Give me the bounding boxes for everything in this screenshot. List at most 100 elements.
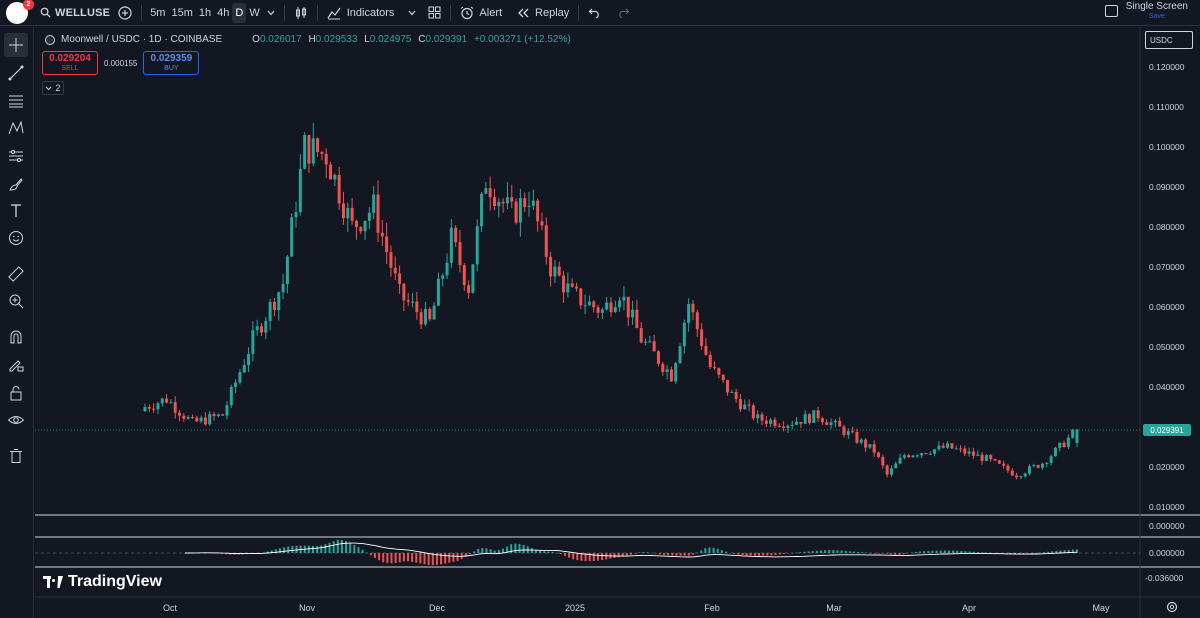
candle-body[interactable] (393, 267, 397, 274)
candle-body[interactable] (764, 420, 768, 424)
candle-body[interactable] (419, 312, 423, 325)
candle-body[interactable] (294, 212, 298, 218)
candle-body[interactable] (790, 424, 794, 426)
candle-body[interactable] (756, 414, 760, 419)
candle-body[interactable] (1040, 463, 1044, 468)
forecast-tool[interactable] (4, 144, 28, 168)
candle-body[interactable] (406, 300, 410, 302)
candle-body[interactable] (635, 309, 639, 329)
candle-body[interactable] (751, 405, 755, 419)
candle-body[interactable] (596, 307, 600, 313)
fib-tool[interactable] (4, 89, 28, 113)
candle-body[interactable] (350, 207, 354, 221)
candle-body[interactable] (626, 296, 630, 318)
candle-body[interactable] (549, 256, 553, 277)
candle-body[interactable] (178, 412, 182, 416)
candle-body[interactable] (234, 382, 238, 387)
candle-body[interactable] (631, 309, 635, 318)
candle-body[interactable] (1006, 465, 1010, 471)
candle-body[interactable] (1010, 470, 1014, 476)
timeframe-4h[interactable]: 4h (217, 6, 230, 19)
pattern-tool[interactable] (4, 116, 28, 140)
candle-body[interactable] (920, 453, 924, 456)
candle-body[interactable] (449, 227, 453, 263)
gear-icon[interactable] (1165, 600, 1179, 614)
candle-body[interactable] (143, 407, 147, 412)
candle-body[interactable] (467, 285, 471, 293)
measure-tool[interactable] (4, 262, 28, 286)
buy-button[interactable]: 0.029359 BUY (143, 51, 200, 75)
candle-body[interactable] (445, 262, 449, 276)
crosshair-tool[interactable] (4, 33, 28, 57)
candle-body[interactable] (743, 404, 747, 410)
candle-body[interactable] (389, 252, 393, 268)
chart-type-button[interactable] (290, 2, 312, 24)
candle-body[interactable] (285, 256, 289, 285)
candle-body[interactable] (937, 445, 941, 450)
candle-body[interactable] (186, 417, 190, 419)
candle-body[interactable] (1036, 465, 1040, 468)
candle-body[interactable] (799, 421, 803, 424)
candle-body[interactable] (846, 431, 850, 435)
candle-body[interactable] (570, 283, 574, 287)
candle-body[interactable] (954, 448, 958, 450)
candle-body[interactable] (471, 264, 475, 293)
candle-body[interactable] (877, 452, 881, 457)
magnet-tool[interactable] (4, 325, 28, 349)
candle-body[interactable] (514, 201, 518, 223)
candle-body[interactable] (1019, 476, 1023, 478)
legend-title[interactable]: Moonwell / USDC · 1D · COINBASE (61, 34, 223, 45)
candle-body[interactable] (907, 455, 911, 458)
candle-body[interactable] (518, 198, 522, 223)
candle-body[interactable] (997, 460, 1001, 464)
candle-body[interactable] (277, 292, 281, 311)
candle-body[interactable] (924, 453, 928, 455)
candle-body[interactable] (941, 445, 945, 448)
candle-body[interactable] (618, 300, 622, 308)
zoom-tool[interactable] (4, 289, 28, 313)
keep-drawing-tool[interactable] (4, 353, 28, 377)
chart-area[interactable]: Moonwell / USDC · 1D · COINBASE O0.02601… (35, 27, 1200, 618)
candle-body[interactable] (864, 439, 868, 448)
candle-body[interactable] (423, 308, 427, 325)
currency-selector[interactable]: USDC (1145, 31, 1193, 49)
compare-button[interactable] (114, 2, 136, 24)
save-link[interactable]: Save (1148, 13, 1165, 20)
candle-body[interactable] (320, 152, 324, 154)
candle-body[interactable] (898, 457, 902, 464)
candle-body[interactable] (562, 275, 566, 293)
candle-body[interactable] (717, 368, 721, 375)
candle-body[interactable] (1062, 442, 1066, 448)
candle-body[interactable] (842, 426, 846, 435)
user-avatar[interactable]: 2 (6, 0, 34, 24)
candle-body[interactable] (372, 194, 376, 213)
candle-body[interactable] (989, 455, 993, 460)
candle-body[interactable] (1058, 442, 1062, 448)
candle-body[interactable] (851, 431, 855, 433)
candle-body[interactable] (251, 330, 255, 354)
candle-body[interactable] (1002, 463, 1006, 466)
candle-body[interactable] (829, 422, 833, 425)
candle-body[interactable] (1075, 429, 1079, 443)
candle-body[interactable] (579, 288, 583, 306)
candle-body[interactable] (902, 455, 906, 458)
candle-body[interactable] (329, 164, 333, 180)
candle-body[interactable] (411, 301, 415, 303)
candle-body[interactable] (298, 168, 302, 213)
candle-body[interactable] (428, 308, 432, 320)
layout-selector[interactable]: Single Screen Save (1104, 2, 1188, 20)
remove-drawings-tool[interactable] (4, 444, 28, 468)
candle-body[interactable] (587, 301, 591, 306)
candle-body[interactable] (152, 408, 156, 410)
candle-body[interactable] (432, 305, 436, 320)
candle-body[interactable] (738, 399, 742, 410)
candle-body[interactable] (1053, 447, 1057, 457)
candle-body[interactable] (708, 354, 712, 368)
candle-body[interactable] (946, 443, 950, 448)
candle-body[interactable] (242, 365, 246, 373)
sell-button[interactable]: 0.029204 SELL (42, 51, 98, 75)
timeframe-5m[interactable]: 5m (150, 6, 166, 19)
candle-body[interactable] (264, 320, 268, 333)
candle-body[interactable] (272, 301, 276, 311)
candle-body[interactable] (786, 425, 790, 428)
